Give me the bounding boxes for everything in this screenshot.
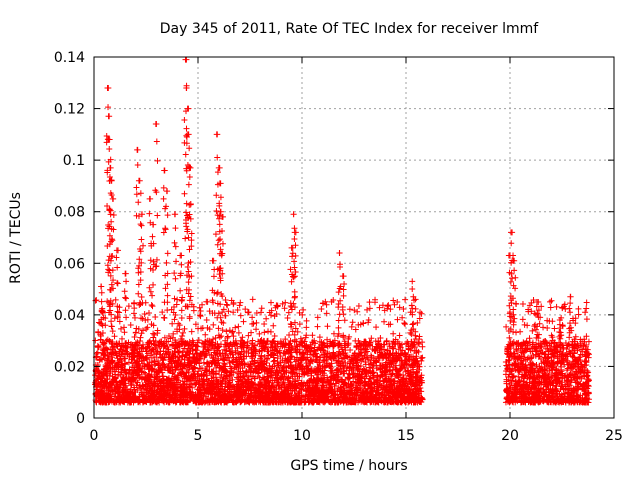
chart-title: Day 345 of 2011, Rate Of TEC Index for r… (160, 21, 540, 37)
y-tick-label: 0.06 (54, 256, 85, 272)
data-points (92, 56, 593, 406)
y-tick-label: 0.04 (54, 308, 85, 324)
x-tick-label: 10 (293, 428, 311, 444)
x-tick-label: 20 (501, 428, 519, 444)
x-tick-label: 25 (605, 428, 623, 444)
y-tick-label: 0 (76, 411, 85, 427)
plot-frame (93, 56, 615, 419)
y-axis-label: ROTI / TECUs (8, 192, 24, 284)
x-axis-label: GPS time / hours (290, 458, 407, 474)
y-tick-label: 0.14 (54, 50, 85, 66)
x-axis-ticks: 0 5 10 15 20 25 (90, 57, 623, 444)
y-tick-label: 0.12 (54, 102, 85, 118)
y-tick-label: 0.08 (54, 205, 85, 221)
x-tick-label: 0 (90, 428, 99, 444)
y-tick-label: 0.02 (54, 359, 85, 375)
x-tick-label: 15 (397, 428, 415, 444)
roti-plus-markers (92, 56, 593, 406)
x-tick-label: 5 (194, 428, 203, 444)
y-axis-ticks: 0 0.02 0.04 0.06 0.08 0.1 0.12 0.14 (54, 50, 614, 427)
y-tick-label: 0.1 (63, 153, 85, 169)
